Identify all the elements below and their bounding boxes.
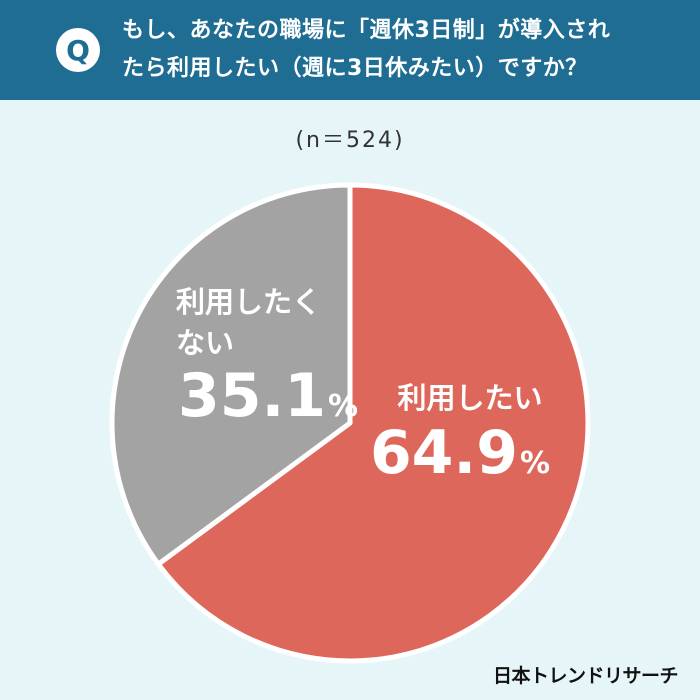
question-line-1: もし、あなたの職場に「週休3日制」が導入され — [122, 18, 611, 43]
q-badge-icon: Q — [56, 28, 100, 72]
sample-size: (n＝524) — [295, 128, 405, 153]
slice-not-value: 35.1% — [178, 361, 358, 431]
question-header: Q もし、あなたの職場に「週休3日制」が導入され たら利用したい（週に3日休みた… — [0, 0, 700, 100]
pie-slice-not — [109, 182, 353, 567]
pie-slices — [109, 182, 591, 664]
question-text: もし、あなたの職場に「週休3日制」が導入され たら利用したい（週に3日休みたい）… — [122, 12, 682, 88]
slice-use-value: 64.9% — [370, 418, 550, 488]
slice-not-number: 35.1 — [178, 361, 326, 431]
slice-label-not: 利用したく ない 35.1% — [176, 285, 358, 431]
slice-not-name-line-2: ない — [176, 326, 234, 360]
brand-logo: 日本トレンドリサーチ — [492, 665, 679, 687]
slice-not-unit: % — [328, 389, 358, 424]
slice-not-name-line-1: 利用したく — [176, 285, 321, 319]
slice-use-number: 64.9 — [370, 418, 518, 488]
question-line-2: たら利用したい（週に3日休みたい）ですか？ — [122, 56, 588, 81]
pie-slice-use — [155, 182, 591, 664]
slice-label-use: 利用したい 64.9% — [370, 381, 550, 488]
slice-use-name: 利用したい — [397, 381, 542, 415]
slice-use-unit: % — [520, 446, 550, 481]
